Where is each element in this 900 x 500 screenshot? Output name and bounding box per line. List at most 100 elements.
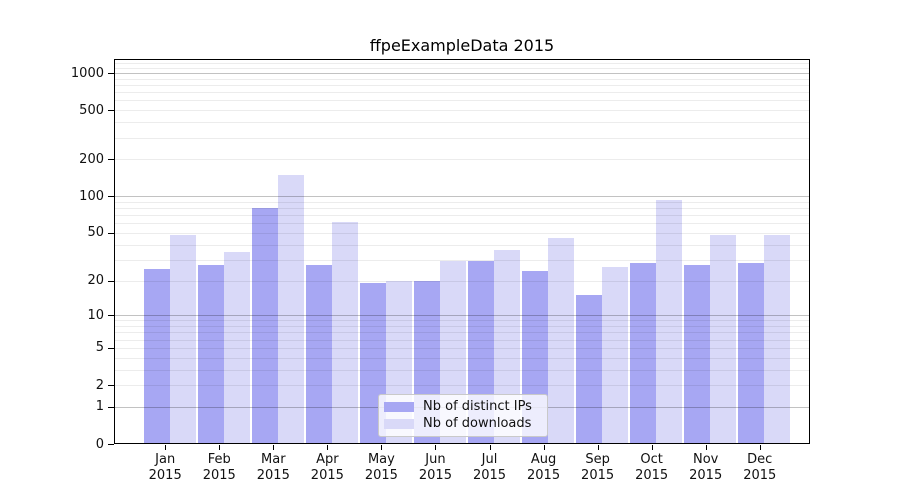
bar-downloads-feb (223, 251, 250, 444)
gridline-minor (115, 215, 810, 217)
x-tick (381, 445, 383, 450)
bar-downloads-mar (277, 174, 304, 444)
x-tick (759, 445, 761, 450)
y-tick-label: 500 (79, 102, 104, 118)
bar-downloads-apr (331, 221, 358, 444)
y-tick (108, 110, 114, 112)
bar-distinct-ips-feb (197, 265, 224, 444)
x-tick-label-year: 2015 (310, 468, 344, 483)
gridline-minor (115, 85, 810, 87)
y-tick (108, 406, 114, 408)
x-tick (273, 445, 275, 450)
gridline-major (115, 315, 810, 317)
bar-distinct-ips-dec (738, 263, 765, 444)
x-tick-label-month: Feb (207, 452, 231, 467)
legend-item-downloads: Nb of downloads (384, 416, 541, 432)
gridline-minor (115, 110, 810, 112)
gridline-minor (115, 223, 810, 225)
gridline-minor (115, 326, 810, 328)
gridline-minor (115, 63, 810, 65)
y-tick-label: 5 (95, 340, 104, 356)
x-tick-label-year: 2015 (364, 468, 398, 483)
y-tick (108, 196, 114, 198)
x-tick-label-year: 2015 (635, 468, 669, 483)
x-tick-label-month: Nov (693, 452, 719, 467)
y-tick-label: 10 (87, 307, 104, 323)
x-tick-label-month: Sep (585, 452, 610, 467)
x-tick (435, 445, 437, 450)
y-tick (108, 232, 114, 234)
gridline-minor (115, 357, 810, 359)
gridline-minor (115, 280, 810, 282)
legend-item-distinct-ips: Nb of distinct IPs (384, 399, 541, 415)
gridline-minor (115, 339, 810, 341)
x-tick-label-year: 2015 (581, 468, 615, 483)
gridline-minor (115, 259, 810, 261)
x-tick (705, 445, 707, 450)
x-tick-label-month: Jul (481, 452, 498, 467)
gridline-minor (115, 232, 810, 234)
legend-swatch-distinct-ips-icon (384, 401, 414, 412)
bar-distinct-ips-oct (629, 263, 656, 444)
x-tick-label-month: Oct (640, 452, 663, 467)
y-tick-label: 1 (95, 399, 104, 415)
bar-downloads-sep (601, 267, 628, 444)
y-tick (108, 315, 114, 317)
bar-distinct-ips-apr (305, 265, 332, 444)
legend-swatch-downloads-icon (384, 419, 414, 430)
y-tick-label: 200 (79, 151, 104, 167)
x-tick-label-month: Mar (261, 452, 286, 467)
y-tick (108, 444, 114, 445)
gridline-minor (115, 122, 810, 124)
bar-distinct-ips-sep (575, 295, 602, 444)
bar-distinct-ips-jan (143, 269, 170, 444)
x-tick-label-month: Dec (747, 452, 773, 467)
bar-downloads-aug (547, 238, 574, 444)
y-tick (108, 347, 114, 349)
bar-distinct-ips-nov (684, 265, 710, 444)
gridline-minor (115, 244, 810, 246)
y-tick-label: 1000 (70, 65, 104, 81)
x-tick (597, 445, 599, 450)
gridline-minor (115, 320, 810, 322)
x-tick-label-year: 2015 (418, 468, 452, 483)
gridline-minor (115, 78, 810, 80)
gridline-minor (115, 369, 810, 371)
x-tick (651, 445, 653, 450)
x-tick-label-year: 2015 (148, 468, 182, 483)
x-tick-label-year: 2015 (472, 468, 507, 483)
x-tick-label-month: Jun (425, 452, 446, 467)
y-tick-label: 50 (87, 225, 104, 241)
y-tick-label: 20 (87, 273, 104, 289)
x-tick-label-year: 2015 (202, 468, 236, 483)
gridline-minor (115, 385, 810, 387)
x-tick-label-year: 2015 (256, 468, 290, 483)
x-tick-label-year: 2015 (527, 468, 561, 483)
x-tick-label-year: 2015 (743, 468, 777, 483)
bar-distinct-ips-mar (251, 208, 278, 444)
chart-title: ffpeExampleData 2015 (369, 36, 555, 55)
x-tick (165, 445, 167, 450)
gridline-minor (115, 332, 810, 334)
gridline-minor (115, 137, 810, 139)
x-tick (219, 445, 221, 450)
y-tick (108, 73, 114, 75)
x-tick-label-month: Aug (530, 452, 557, 467)
x-tick-label-month: Apr (316, 452, 339, 467)
x-tick (489, 445, 491, 450)
y-tick (108, 385, 114, 387)
bar-downloads-oct (655, 199, 682, 444)
legend-label-downloads: Nb of downloads (423, 416, 532, 432)
x-tick (543, 445, 545, 450)
gridline-minor (115, 159, 810, 161)
x-tick (327, 445, 329, 450)
bar-downloads-nov (710, 235, 736, 444)
x-tick-label-month: May (367, 452, 395, 467)
gridline-major (115, 196, 810, 198)
gridline-minor (115, 201, 810, 203)
gridline-major (115, 73, 810, 75)
gridline-minor (115, 208, 810, 210)
gridline-minor (115, 92, 810, 94)
bar-downloads-dec (764, 235, 791, 444)
